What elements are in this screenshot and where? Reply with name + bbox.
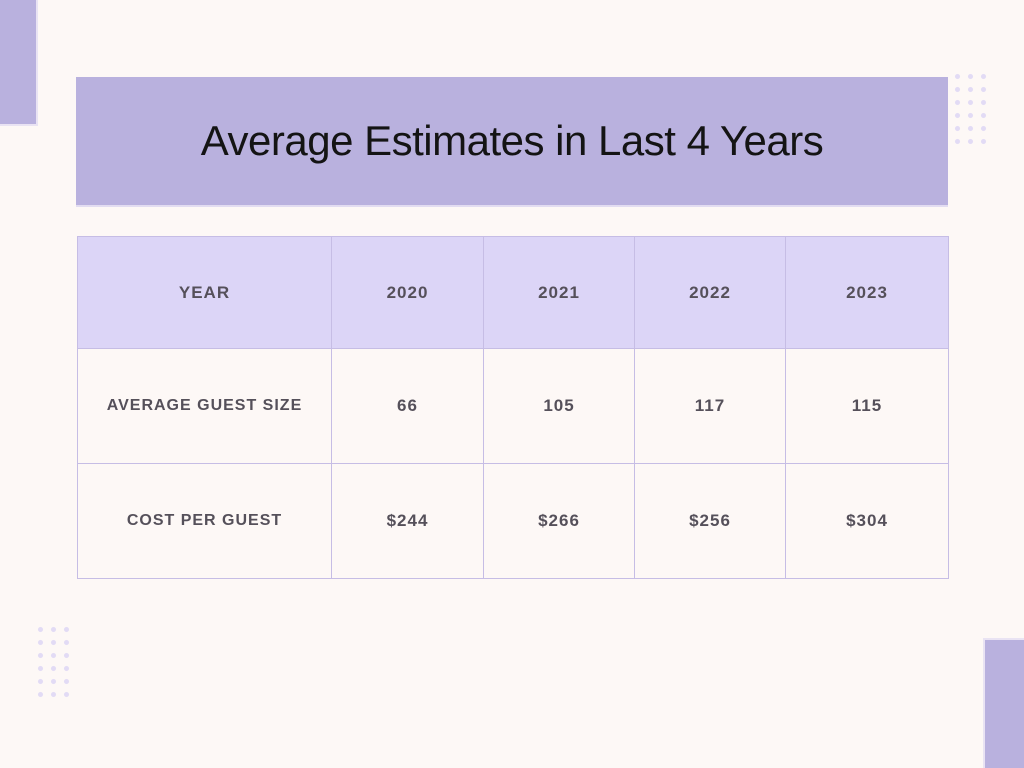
table-header-cell-2022: 2022: [634, 236, 786, 349]
page-title: Average Estimates in Last 4 Years: [200, 117, 824, 164]
table-cell: $256: [634, 463, 786, 579]
table-cell: 117: [634, 348, 786, 464]
table-header-row: YEAR 2020 2021 2022 2023: [77, 236, 949, 349]
title-banner: Average Estimates in Last 4 Years: [76, 77, 948, 205]
row-label-cell: AVERAGE GUEST SIZE: [77, 348, 332, 464]
estimates-table: YEAR 2020 2021 2022 2023 AVERAGE GUEST S…: [77, 236, 949, 579]
accent-bar-top-left: [0, 0, 38, 126]
table-cell: $244: [331, 463, 484, 579]
table-header-cell-2020: 2020: [331, 236, 484, 349]
table-header-cell-2021: 2021: [483, 236, 635, 349]
table-row-cost-per-guest: COST PER GUEST $244 $266 $256 $304: [77, 463, 949, 579]
accent-bar-bottom-right: [983, 638, 1024, 768]
table-cell: 105: [483, 348, 635, 464]
table-cell: $266: [483, 463, 635, 579]
row-label-cell: COST PER GUEST: [77, 463, 332, 579]
estimates-table-container: YEAR 2020 2021 2022 2023 AVERAGE GUEST S…: [77, 236, 949, 579]
table-header-cell-2023: 2023: [785, 236, 949, 349]
table-cell: 115: [785, 348, 949, 464]
table-cell: 66: [331, 348, 484, 464]
dot-grid-top-right: [951, 70, 990, 148]
table-header-cell-year: YEAR: [77, 236, 332, 349]
table-cell: $304: [785, 463, 949, 579]
dot-grid-bottom-left: [34, 623, 73, 701]
table-row-average-guest-size: AVERAGE GUEST SIZE 66 105 117 115: [77, 348, 949, 464]
